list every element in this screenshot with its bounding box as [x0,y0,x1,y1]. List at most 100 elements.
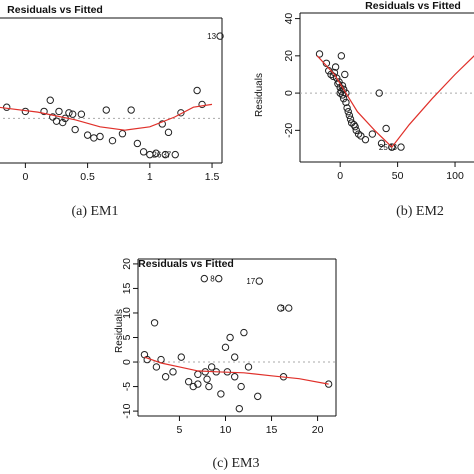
outlier-point [255,277,263,285]
lowess-smoother-line [0,103,213,131]
residual-point [102,106,110,114]
panel-c-ylabel: Residuals [114,309,125,353]
residual-point [345,111,354,120]
residual-point [55,107,63,116]
residual-point [375,89,383,97]
residual-point [339,85,348,94]
x-tick-label: 50 [392,170,404,182]
residual-point [337,52,346,60]
residual-point [368,130,377,138]
residual-point [184,377,193,386]
y-tick-label: 40 [283,13,295,25]
y-tick-label: 20 [283,50,295,62]
residual-point [344,108,352,116]
x-tick-label: 0 [22,171,28,183]
residual-point [342,98,350,107]
residual-point [342,89,350,97]
residual-point [90,134,98,142]
residual-point [230,353,239,361]
residual-point [194,380,202,388]
y-tick-label: -5 [121,382,133,391]
panel-b-title: Residuals vs Fitted [365,0,461,12]
residual-point [237,382,245,391]
lowess-smoother-line [316,55,474,148]
residual-point [152,363,161,371]
residual-point [177,109,185,117]
residual-point [382,124,390,133]
residual-point [315,50,324,58]
residual-point [133,139,142,148]
residual-point [277,304,285,312]
residual-point [354,130,363,138]
residual-point [65,109,73,117]
residual-point [52,117,61,125]
y-tick-label: -10 [121,403,133,418]
residual-point [150,319,159,327]
residual-point [46,96,54,104]
x-tick-label: 0 [337,170,343,182]
residual-point [346,115,355,123]
residual-point [357,132,365,140]
residual-point [244,363,253,371]
residual-point [331,63,340,71]
outlier-label: 33 [388,143,397,152]
y-tick-label: -20 [283,123,295,138]
outlier-point [397,143,405,151]
residual-point [377,139,386,148]
residual-point [217,390,225,398]
residual-point [108,136,117,145]
residual-point [205,382,213,391]
residual-point [333,74,341,82]
residual-point [226,333,234,342]
residual-point [235,404,244,413]
residual-point [40,107,48,116]
residual-point [343,104,351,112]
x-tick-label: 1.5 [205,171,220,183]
x-tick-label: 15 [266,424,278,436]
panel-b-caption: (b) EM2 [396,204,444,219]
residual-point [169,368,177,376]
panel-c-caption: (c) EM3 [212,456,259,471]
residual-point [230,373,239,381]
y-tick-label: 20 [121,258,133,270]
outlier-point [388,143,396,151]
x-tick-label: 1 [147,171,153,183]
residual-point [139,148,148,156]
outlier-point [215,274,223,283]
residual-point [198,100,206,109]
residual-point [361,135,370,144]
panel-a-caption: (a) EM1 [71,204,118,219]
x-tick-label: 20 [312,424,324,436]
residual-point [71,125,79,134]
outlier-label: 3 [280,304,285,313]
panel-em3: Residuals vs Fitted Residuals (c) EM3 5 1… [114,258,337,471]
outlier-label: 26 [152,151,161,160]
residual-point [203,375,211,383]
residual-point [96,132,104,141]
x-tick-label: 100 [446,170,464,182]
outlier-point [285,304,293,312]
residual-point [164,128,173,137]
residual-point [49,113,57,121]
residual-point [68,110,77,118]
residual-point [59,118,67,127]
outlier-label: 13 [207,32,216,41]
residual-point [338,81,347,90]
outlier-label: 25 [379,143,388,152]
residual-point [207,363,216,371]
outlier-point [171,150,179,159]
residual-point [152,149,160,157]
y-tick-label: 10 [121,307,133,319]
residual-point [161,373,170,381]
residual-point [158,120,166,128]
lowess-smoother-line [144,356,329,385]
residual-point [221,343,230,352]
y-tick-label: 15 [121,282,133,294]
outlier-label: 8 [210,275,215,284]
residual-point [3,103,11,111]
residual-point [194,370,202,378]
residual-point [83,131,92,139]
residual-point [193,86,201,95]
residual-point [177,353,185,361]
